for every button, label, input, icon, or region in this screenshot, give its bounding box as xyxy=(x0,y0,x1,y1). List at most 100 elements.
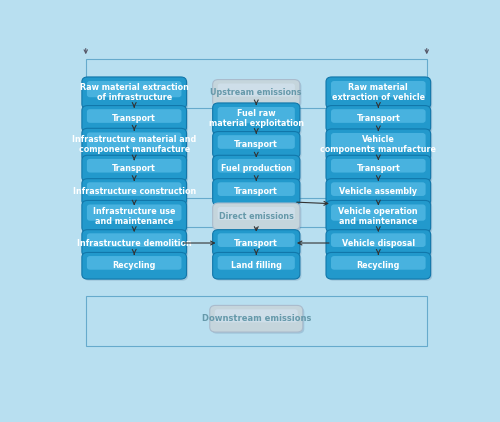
FancyBboxPatch shape xyxy=(331,81,426,97)
FancyBboxPatch shape xyxy=(328,78,432,111)
FancyBboxPatch shape xyxy=(82,230,186,256)
Text: Infrastructure material and
component manufacture: Infrastructure material and component ma… xyxy=(72,135,196,154)
FancyBboxPatch shape xyxy=(215,309,298,322)
Text: Transport: Transport xyxy=(234,141,278,149)
FancyBboxPatch shape xyxy=(218,256,295,270)
FancyBboxPatch shape xyxy=(212,103,300,135)
FancyBboxPatch shape xyxy=(331,256,426,270)
Text: Fuel raw
material exploitation: Fuel raw material exploitation xyxy=(208,109,304,128)
FancyBboxPatch shape xyxy=(214,231,302,258)
Text: Transport: Transport xyxy=(356,164,400,173)
Text: Infrastructure use
and maintenance: Infrastructure use and maintenance xyxy=(93,207,176,226)
FancyBboxPatch shape xyxy=(331,159,426,173)
FancyBboxPatch shape xyxy=(87,205,182,221)
FancyBboxPatch shape xyxy=(214,254,302,281)
FancyBboxPatch shape xyxy=(218,233,295,247)
FancyBboxPatch shape xyxy=(87,133,182,149)
FancyBboxPatch shape xyxy=(82,106,186,132)
FancyBboxPatch shape xyxy=(87,81,182,97)
FancyBboxPatch shape xyxy=(328,202,432,234)
FancyBboxPatch shape xyxy=(212,252,300,279)
Text: Transport: Transport xyxy=(234,187,278,197)
FancyBboxPatch shape xyxy=(212,307,304,334)
Text: Transport: Transport xyxy=(356,114,400,123)
Text: Vehicle
components manufacture: Vehicle components manufacture xyxy=(320,135,436,154)
FancyBboxPatch shape xyxy=(212,155,300,182)
Text: Fuel production: Fuel production xyxy=(221,164,292,173)
FancyBboxPatch shape xyxy=(218,135,295,149)
FancyBboxPatch shape xyxy=(82,252,186,279)
FancyBboxPatch shape xyxy=(326,106,430,132)
FancyBboxPatch shape xyxy=(326,230,430,256)
FancyBboxPatch shape xyxy=(84,202,188,234)
FancyBboxPatch shape xyxy=(87,233,182,247)
FancyBboxPatch shape xyxy=(326,155,430,182)
FancyBboxPatch shape xyxy=(331,133,426,149)
Text: Downstream emissions: Downstream emissions xyxy=(202,314,311,323)
FancyBboxPatch shape xyxy=(218,182,295,196)
FancyBboxPatch shape xyxy=(82,155,186,182)
FancyBboxPatch shape xyxy=(84,180,188,207)
FancyBboxPatch shape xyxy=(212,230,300,256)
FancyBboxPatch shape xyxy=(326,200,430,232)
Text: Transport: Transport xyxy=(112,114,156,123)
FancyBboxPatch shape xyxy=(87,109,182,123)
Text: Vehicle operation
and maintenance: Vehicle operation and maintenance xyxy=(338,207,418,226)
Text: Raw material extraction
of infrastructure: Raw material extraction of infrastructur… xyxy=(80,84,188,103)
FancyBboxPatch shape xyxy=(214,81,302,108)
FancyBboxPatch shape xyxy=(331,109,426,123)
FancyBboxPatch shape xyxy=(84,78,188,111)
FancyBboxPatch shape xyxy=(326,179,430,206)
FancyBboxPatch shape xyxy=(328,254,432,281)
FancyBboxPatch shape xyxy=(331,205,426,221)
FancyBboxPatch shape xyxy=(214,157,302,184)
FancyBboxPatch shape xyxy=(82,128,186,162)
Text: Recycling: Recycling xyxy=(356,261,400,270)
Text: Recycling: Recycling xyxy=(112,261,156,270)
FancyBboxPatch shape xyxy=(328,130,432,162)
Text: Raw material
extraction of vehicle: Raw material extraction of vehicle xyxy=(332,84,425,103)
FancyBboxPatch shape xyxy=(87,182,182,196)
Text: Land filling: Land filling xyxy=(231,261,281,270)
FancyBboxPatch shape xyxy=(82,77,186,109)
FancyBboxPatch shape xyxy=(82,200,186,232)
FancyBboxPatch shape xyxy=(218,207,295,220)
Text: Direct emissions: Direct emissions xyxy=(219,212,294,221)
Bar xyxy=(86,296,426,346)
FancyBboxPatch shape xyxy=(328,107,432,134)
FancyBboxPatch shape xyxy=(87,256,182,270)
FancyBboxPatch shape xyxy=(328,157,432,184)
FancyBboxPatch shape xyxy=(212,179,300,206)
Bar xyxy=(86,198,426,227)
FancyBboxPatch shape xyxy=(212,203,300,230)
FancyBboxPatch shape xyxy=(331,182,426,196)
FancyBboxPatch shape xyxy=(326,77,430,109)
FancyBboxPatch shape xyxy=(212,132,300,158)
Text: Infrastructure construction: Infrastructure construction xyxy=(72,187,196,197)
FancyBboxPatch shape xyxy=(84,130,188,163)
FancyBboxPatch shape xyxy=(212,80,300,106)
FancyBboxPatch shape xyxy=(84,107,188,134)
FancyBboxPatch shape xyxy=(214,180,302,207)
Bar xyxy=(86,59,426,108)
FancyBboxPatch shape xyxy=(218,84,295,97)
FancyBboxPatch shape xyxy=(218,159,295,173)
FancyBboxPatch shape xyxy=(328,180,432,207)
FancyBboxPatch shape xyxy=(82,179,186,206)
Text: Transport: Transport xyxy=(234,238,278,248)
Text: Vehicle assembly: Vehicle assembly xyxy=(339,187,417,197)
FancyBboxPatch shape xyxy=(87,159,182,173)
FancyBboxPatch shape xyxy=(326,129,430,161)
Text: Infrastructure demolition: Infrastructure demolition xyxy=(77,238,192,248)
FancyBboxPatch shape xyxy=(210,306,303,332)
FancyBboxPatch shape xyxy=(214,205,302,231)
FancyBboxPatch shape xyxy=(214,105,302,136)
FancyBboxPatch shape xyxy=(214,133,302,160)
Text: Upstream emissions: Upstream emissions xyxy=(210,88,302,97)
Text: Vehicle disposal: Vehicle disposal xyxy=(342,238,415,248)
FancyBboxPatch shape xyxy=(84,157,188,184)
FancyBboxPatch shape xyxy=(84,254,188,281)
FancyBboxPatch shape xyxy=(326,252,430,279)
FancyBboxPatch shape xyxy=(218,107,295,123)
FancyBboxPatch shape xyxy=(84,231,188,258)
